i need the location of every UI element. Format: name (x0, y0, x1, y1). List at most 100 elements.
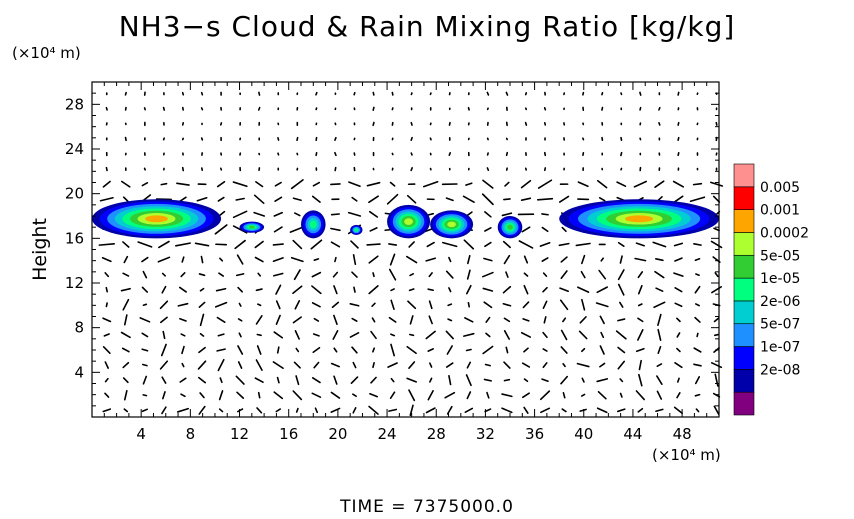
wind-vector (600, 331, 605, 339)
wind-vector (637, 407, 644, 413)
wind-vector (674, 302, 683, 308)
wind-vector (237, 345, 244, 355)
wind-vector (562, 362, 566, 368)
wind-vector (351, 317, 358, 322)
wind-vector (216, 180, 226, 188)
wind-vector (253, 194, 265, 204)
wind-vector (334, 166, 337, 172)
wind-vector (258, 91, 261, 96)
wind-vector (559, 287, 570, 293)
wind-vector (694, 376, 701, 385)
wind-vector (617, 269, 625, 281)
wind-vector (175, 242, 191, 247)
wind-vector (693, 347, 702, 353)
wind-vector (442, 241, 458, 248)
wind-vector (157, 256, 171, 263)
wind-vector (484, 211, 492, 218)
wind-vector (331, 301, 340, 309)
wind-vector (143, 107, 146, 111)
wind-vector (523, 347, 529, 353)
wind-vector (141, 363, 148, 367)
wind-vector (200, 255, 204, 264)
wind-vector (123, 389, 128, 401)
wind-vector (657, 313, 662, 326)
wind-vector (372, 91, 375, 96)
wind-vector (410, 121, 413, 126)
wind-vector (689, 196, 706, 203)
wind-vector (181, 345, 185, 355)
wind-vector (485, 316, 491, 323)
wind-vector (464, 317, 474, 323)
wind-vector (677, 151, 680, 157)
wind-vector (275, 300, 281, 310)
wind-vector (542, 362, 548, 369)
wind-vector (330, 391, 341, 399)
wind-vector (658, 121, 661, 126)
wind-vector (505, 91, 509, 96)
wind-vector (141, 256, 149, 263)
wind-vector (389, 391, 396, 400)
wind-vector (448, 152, 452, 157)
wind-vector (218, 408, 224, 413)
wind-vector (122, 241, 130, 248)
wind-vector (391, 107, 394, 111)
y-tick-label: 20 (65, 185, 84, 203)
wind-vector (616, 181, 627, 187)
wind-vector (575, 242, 591, 247)
wind-vector (311, 392, 322, 398)
x-tick-label: 24 (378, 425, 397, 443)
wind-vector (652, 241, 667, 248)
wind-vector (674, 362, 683, 369)
wind-vector (599, 315, 605, 325)
wind-vector (312, 346, 321, 354)
wind-vector (409, 333, 415, 337)
wind-vector (445, 362, 454, 368)
wind-vector (542, 272, 548, 277)
y-tick-label: 4 (74, 363, 84, 381)
wind-vector (237, 318, 243, 322)
wind-vector (179, 196, 187, 203)
wind-vector (484, 226, 492, 232)
wind-vector (541, 257, 549, 262)
wind-vector (657, 345, 662, 355)
wind-vector (390, 377, 395, 383)
wind-vector (315, 91, 318, 96)
wind-vector (615, 330, 627, 340)
wind-vector (160, 343, 167, 357)
wind-vector (218, 390, 224, 401)
wind-vector (520, 179, 532, 189)
wind-vector (562, 391, 566, 399)
wind-vector (465, 348, 472, 352)
wind-vector (406, 345, 417, 355)
wind-vector (176, 182, 190, 186)
wind-vector (560, 256, 568, 263)
wind-vector (333, 314, 338, 325)
x-axis-unit: (×10⁴ m) (652, 446, 721, 464)
wind-vector (502, 285, 512, 294)
wind-vector (275, 408, 282, 413)
wind-vector (619, 392, 623, 398)
wind-vector (137, 241, 153, 248)
wind-vector (427, 288, 435, 292)
x-tick-label: 36 (525, 425, 544, 443)
wind-vector (352, 254, 357, 266)
wind-vector (159, 316, 168, 324)
wind-vector (581, 298, 586, 311)
wind-vector (408, 241, 415, 248)
x-tick-label: 16 (279, 425, 298, 443)
wind-vector (198, 301, 206, 308)
wind-vector (216, 348, 226, 352)
wind-vector (368, 405, 379, 415)
wind-vector (121, 180, 131, 188)
wind-vector (673, 242, 684, 247)
wind-vector (696, 332, 699, 338)
wind-vector (599, 362, 606, 368)
wind-vector (177, 302, 189, 307)
wind-vector (272, 243, 284, 246)
wind-vector (466, 269, 471, 280)
wind-vector (482, 271, 494, 278)
wind-vector (466, 391, 472, 400)
wind-vector (596, 378, 609, 383)
wind-vector (692, 182, 703, 186)
wind-vector (98, 243, 115, 246)
